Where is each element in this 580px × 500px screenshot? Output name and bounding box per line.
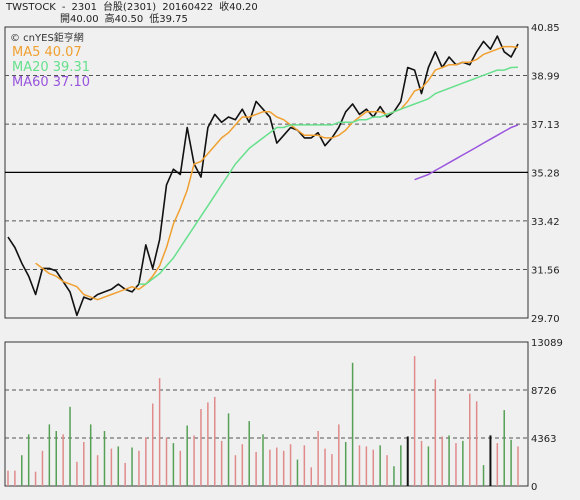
price-tick-label-5: 31.56 [531, 265, 560, 276]
volume-tick-label-1: 8726 [531, 386, 556, 397]
volume-grid [5, 389, 528, 439]
watermark: © cnYES鉅亨網 [10, 31, 84, 44]
price-tick-label-4: 33.42 [531, 217, 560, 228]
open-price: 開40.00 [60, 14, 99, 25]
price-tick-label-3: 35.28 [531, 168, 560, 179]
market-name: 台股(2301) [102, 2, 157, 13]
volume-panel-frame [4, 341, 529, 487]
chart-header-line-1: TWSTOCK -2301 台股(2301) 20160422 收40.20 [6, 2, 264, 14]
price-grid [5, 75, 528, 270]
price-tick-label-1: 38.99 [531, 72, 560, 83]
price-y-axis: 40.85 38.99 37.13 35.28 33.42 31.56 29.70 [531, 23, 560, 325]
volume-y-axis: 13089 8726 4363 0 [531, 338, 563, 493]
low-price: 低39.75 [149, 14, 188, 25]
price-lines [7, 35, 519, 317]
price-tick-label-6: 29.70 [531, 314, 560, 325]
volume-bars [7, 356, 519, 486]
date-label: 20160422 [162, 2, 214, 13]
price-tick-label-2: 37.13 [531, 120, 560, 131]
ma20-line [138, 66, 519, 285]
volume-tick-label-2: 4363 [531, 434, 556, 445]
close-price: 收40.20 [219, 2, 258, 13]
dash-label: - [61, 2, 66, 13]
legend-ma5: MA5 40.07 [12, 45, 82, 60]
legend-ma20: MA20 39.31 [12, 60, 90, 75]
chart-header-line-2: 開40.00 高40.50 低39.75 [60, 14, 194, 26]
price-tick-label-0: 40.85 [531, 23, 560, 34]
volume-tick-label-3: 0 [531, 482, 537, 493]
legend-ma60: MA60 37.10 [12, 75, 90, 90]
volume-tick-label-0: 13089 [531, 338, 563, 349]
ma5-line [35, 45, 519, 301]
symbol-label: TWSTOCK [6, 2, 56, 13]
high-price: 高40.50 [104, 14, 144, 25]
code-label: 2301 [71, 2, 97, 13]
ma60-line [414, 124, 519, 181]
